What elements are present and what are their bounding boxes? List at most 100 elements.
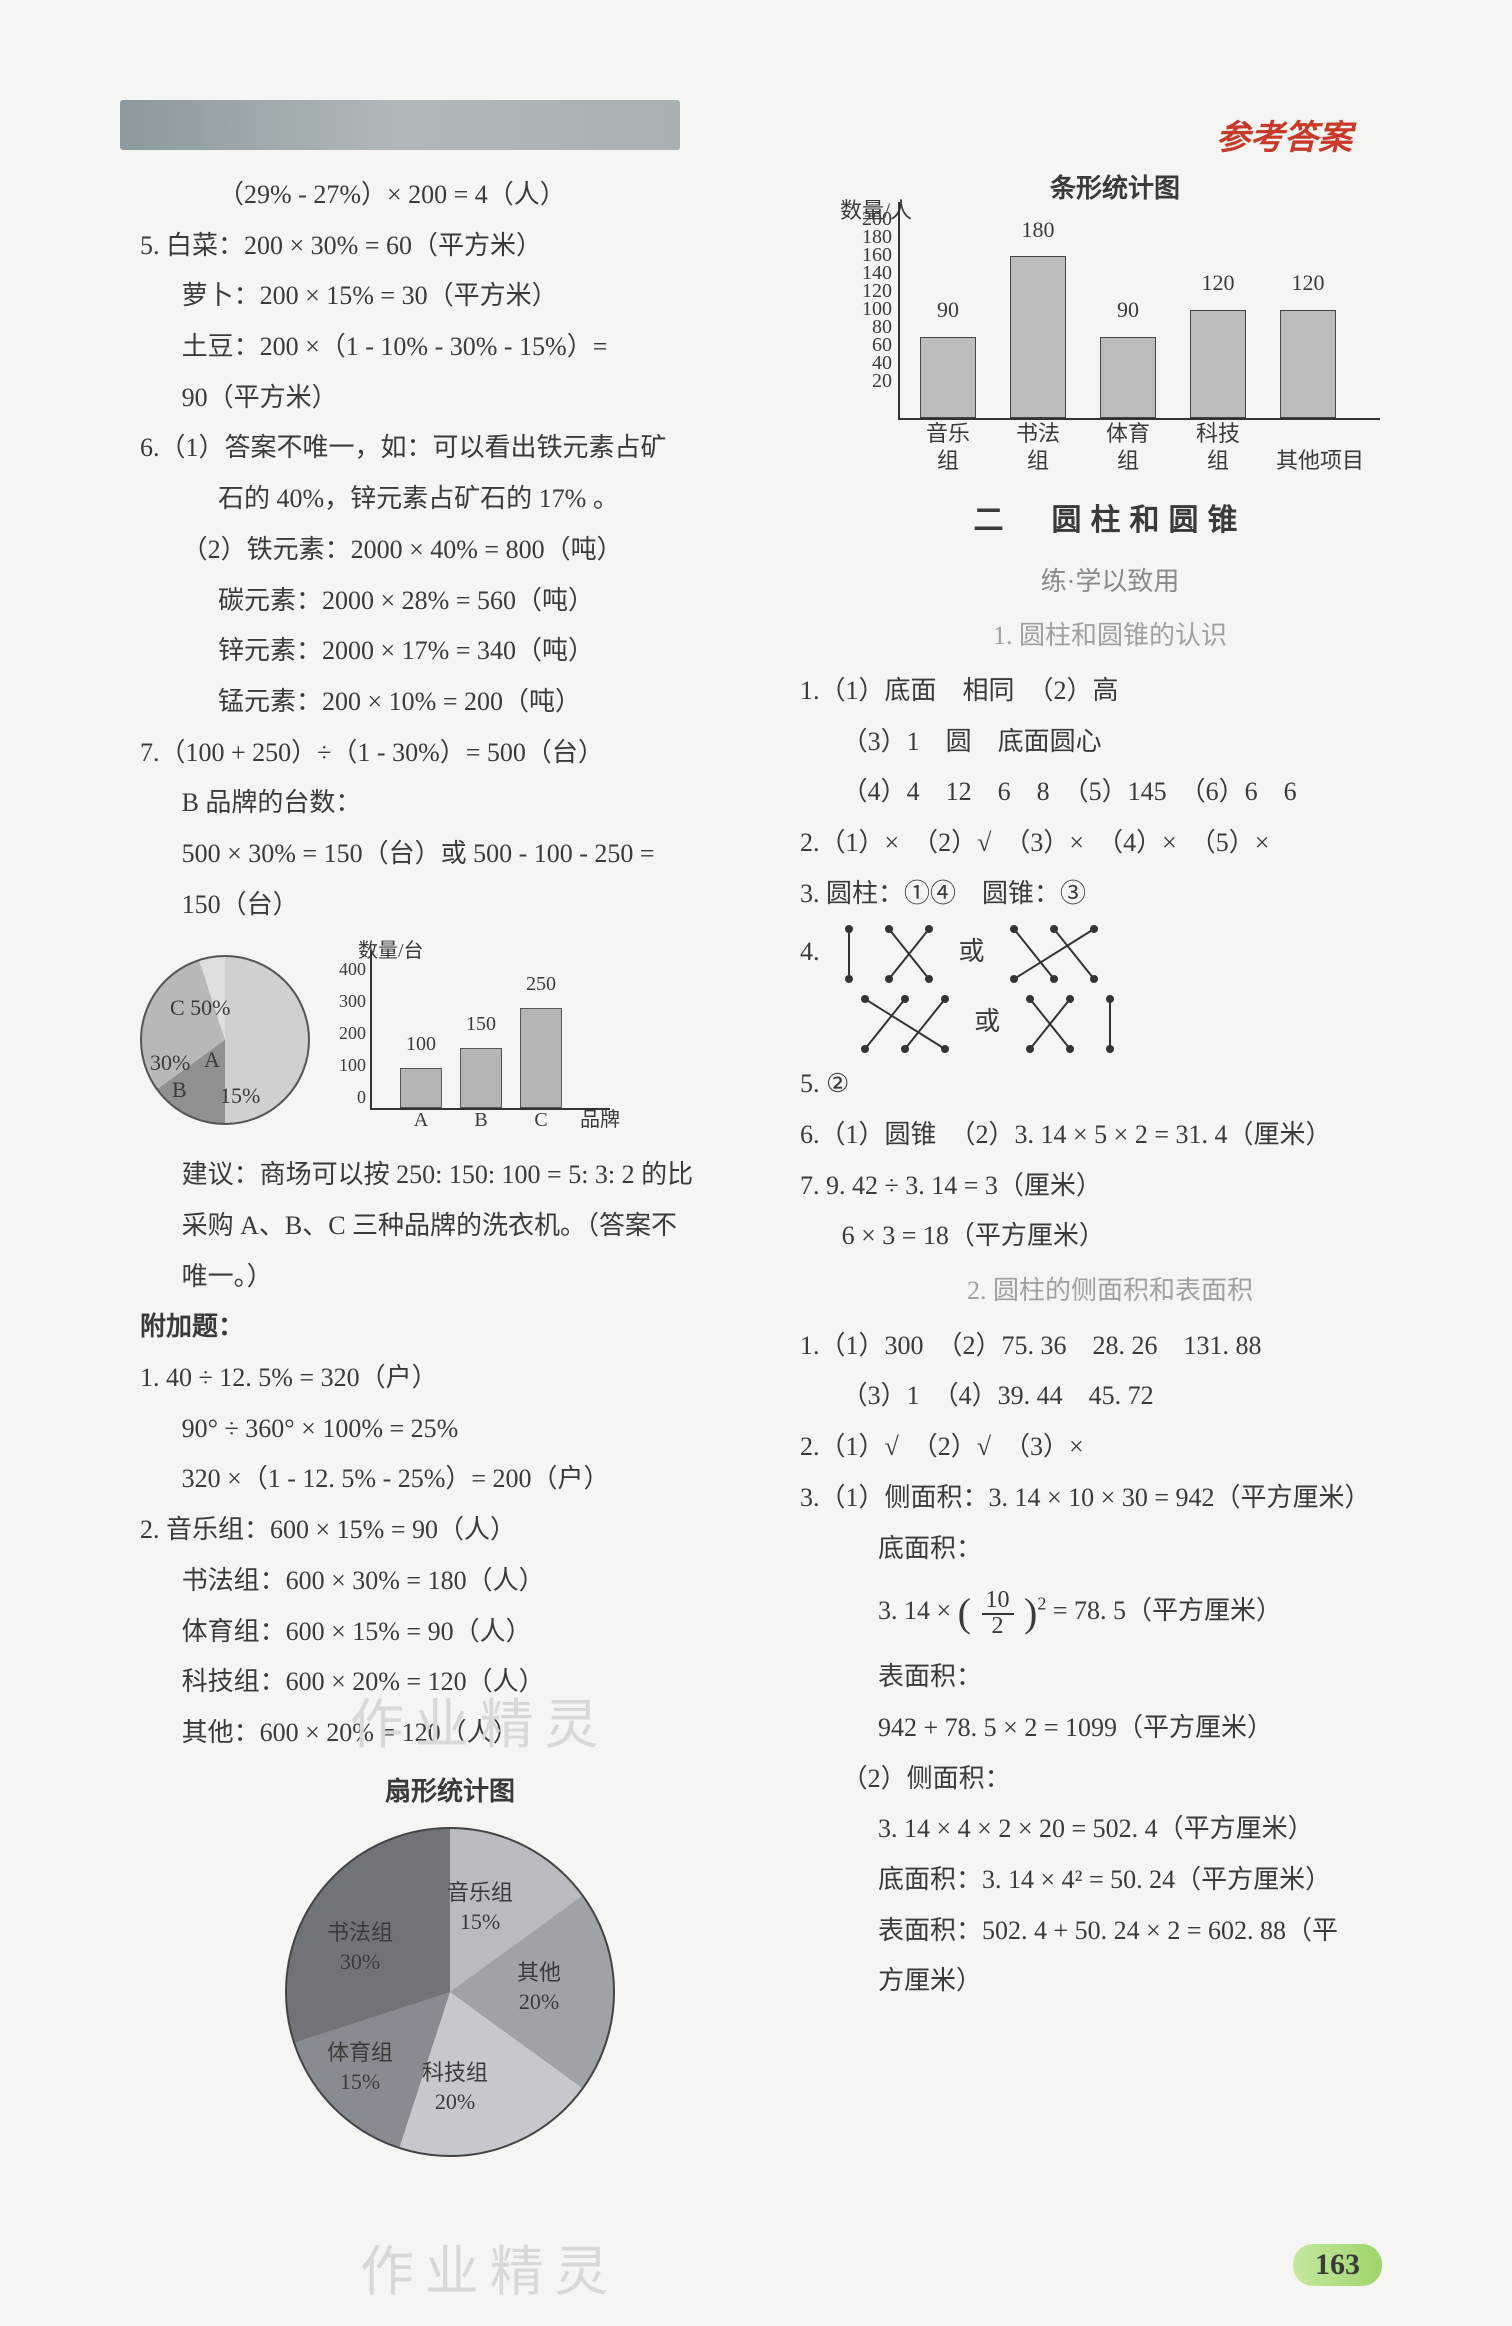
ytick: 200 <box>330 1016 366 1051</box>
bar-ylabel: 数量/台 <box>358 932 424 971</box>
or-text: 或 <box>959 937 985 966</box>
text: 底面积：3. 14 × 4² = 50. 24（平方厘米） <box>800 1855 1420 1906</box>
fan-chart-title: 扇形统计图 <box>140 1767 760 1818</box>
text: 方厘米） <box>800 1956 1420 2007</box>
ytick: 0 <box>330 1080 366 1115</box>
text: 3. 14 × <box>878 1596 951 1625</box>
text: 2. 音乐组：600 × 15% = 90（人） <box>140 1505 760 1556</box>
text: 体育组：600 × 15% = 90（人） <box>140 1607 760 1658</box>
bar-val: 250 <box>520 965 562 1004</box>
pie-label: 体育组 15% <box>327 2039 393 2096</box>
sub-title: 练·学以致用 <box>800 557 1420 608</box>
paren-icon: ( <box>958 1590 971 1635</box>
bar-chart-main: 条形统计图 数量/人 200 180 160 140 120 100 80 60… <box>830 170 1390 480</box>
text: 942 + 78. 5 × 2 = 1099（平方厘米） <box>800 1703 1420 1754</box>
text: 6.（1）答案不唯一，如：可以看出铁元素占矿 <box>140 423 760 474</box>
bar <box>1100 337 1156 418</box>
pie-label-c: C 50% <box>170 987 231 1030</box>
text: 1.（1）300 （2）75. 36 28. 26 131. 88 <box>800 1321 1420 1372</box>
header-banner <box>120 100 680 150</box>
bar <box>1280 310 1336 418</box>
bar-val: 180 <box>1010 209 1066 252</box>
bar <box>920 337 976 418</box>
axis-x <box>898 418 1380 420</box>
sub-title: 1. 圆柱和圆锥的认识 <box>800 611 1420 662</box>
text: 土豆：200 ×（1 - 10% - 30% - 15%）= <box>140 322 760 373</box>
text: 锰元素：200 × 10% = 200（吨） <box>140 677 760 728</box>
header-title: 参考答案 <box>1216 110 1352 159</box>
q7-charts: C 50% 30% A B 15% 数量/台 400 300 200 100 0… <box>140 940 760 1140</box>
fraction: 10 2 <box>982 1587 1014 1640</box>
text: 500 × 30% = 150（台）或 500 - 100 - 250 = <box>140 829 760 880</box>
match-diagram-2 <box>999 919 1109 989</box>
pie-label-pct15: 15% <box>220 1075 260 1118</box>
text: = 78. 5（平方厘米） <box>1053 1596 1282 1625</box>
paren-icon: ) <box>1024 1590 1037 1635</box>
text: 7.（100 + 250）÷（1 - 30%）= 500（台） <box>140 728 760 779</box>
text: 底面积： <box>800 1524 1420 1575</box>
pie-label: 书法组 30% <box>327 1919 393 1976</box>
bar <box>1190 310 1246 418</box>
text: 书法组：600 × 30% = 180（人） <box>140 1556 760 1607</box>
bar-val: 90 <box>920 289 976 332</box>
xlabel: 科技 组 <box>1178 421 1258 474</box>
watermark: 作业精灵 <box>350 1680 609 1759</box>
xaxis-label: 品牌 <box>580 1101 620 1140</box>
exponent: 2 <box>1037 1594 1046 1614</box>
bar <box>1010 256 1066 418</box>
page-content: （29% - 27%）× 200 = 4（人） 5. 白菜：200 × 30% … <box>0 0 1512 2217</box>
ytick: 300 <box>330 984 366 1019</box>
match-diagram-1 <box>834 919 944 989</box>
xlabel: 书法 组 <box>998 421 1078 474</box>
text: 5. ② <box>800 1059 1420 1110</box>
text: 6 × 3 = 18（平方厘米） <box>800 1211 1420 1262</box>
watermark: 作业精灵 <box>360 2227 619 2306</box>
text: 4. <box>800 937 820 966</box>
bar-val: 150 <box>460 1005 502 1044</box>
page-number: 163 <box>1293 2244 1382 2286</box>
sub-title: 2. 圆柱的侧面积和表面积 <box>800 1266 1420 1317</box>
text: 建议：商场可以按 250: 150: 100 = 5: 3: 2 的比 <box>140 1150 760 1201</box>
section-title: 二 圆柱和圆锥 <box>800 492 1420 551</box>
text: 萝卜：200 × 15% = 30（平方米） <box>140 271 760 322</box>
extra-title: 附加题： <box>140 1302 760 1353</box>
or-text: 或 <box>974 1007 1000 1036</box>
q4-matching: 4. 或 <box>800 919 1420 989</box>
bar-xlabel: C <box>520 1101 562 1140</box>
formula-fraction: 3. 14 × ( 10 2 )2 = 78. 5（平方厘米） <box>800 1574 1420 1652</box>
pie-label-a: A <box>204 1039 220 1082</box>
pie-label: 音乐组 15% <box>447 1879 513 1936</box>
text: 锌元素：2000 × 17% = 340（吨） <box>140 626 760 677</box>
text: 采购 A、B、C 三种品牌的洗衣机。（答案不 <box>140 1201 760 1252</box>
xlabel: 体育 组 <box>1088 421 1168 474</box>
text: 唯一。） <box>140 1252 760 1303</box>
match-diagram-3 <box>850 989 960 1059</box>
text: 90° ÷ 360° × 100% = 25% <box>140 1404 760 1455</box>
pie-chart-q7: C 50% 30% A B 15% <box>140 955 310 1125</box>
denominator: 2 <box>992 1613 1004 1639</box>
text: 1. 40 ÷ 12. 5% = 320（户） <box>140 1353 760 1404</box>
text: B 品牌的台数： <box>140 778 760 829</box>
text: （3）1 （4）39. 44 45. 72 <box>800 1371 1420 1422</box>
text: 1.（1）底面 相同 （2）高 <box>800 666 1420 717</box>
bar-xlabel: A <box>400 1101 442 1140</box>
axis-y <box>898 202 900 420</box>
text: 2.（1）√ （2）√ （3）× <box>800 1422 1420 1473</box>
bar-val: 100 <box>400 1025 442 1064</box>
text: （2）铁元素：2000 × 40% = 800（吨） <box>140 525 760 576</box>
pie-fan-chart: 音乐组 15% 书法组 30% 其他 20% 体育组 15% 科技组 20% <box>285 1827 615 2157</box>
match-diagram-4 <box>1015 989 1125 1059</box>
text: 碳元素：2000 × 28% = 560（吨） <box>140 576 760 627</box>
text: 表面积： <box>800 1652 1420 1703</box>
pie-label: 科技组 20% <box>422 2059 488 2116</box>
ytick: 100 <box>330 1048 366 1083</box>
axis-y <box>370 950 372 1110</box>
text: 150（台） <box>140 880 760 931</box>
text: 7. 9. 42 ÷ 3. 14 = 3（厘米） <box>800 1161 1420 1212</box>
text: 3.（1）侧面积：3. 14 × 10 × 30 = 942（平方厘米） <box>800 1473 1420 1524</box>
text: （4）4 12 6 8 （5）145 （6）6 6 <box>800 767 1420 818</box>
text: 3. 圆柱：①④ 圆锥：③ <box>800 869 1420 920</box>
numerator: 10 <box>982 1587 1014 1615</box>
text: （29% - 27%）× 200 = 4（人） <box>140 170 760 221</box>
text: （2）侧面积： <box>800 1754 1420 1805</box>
